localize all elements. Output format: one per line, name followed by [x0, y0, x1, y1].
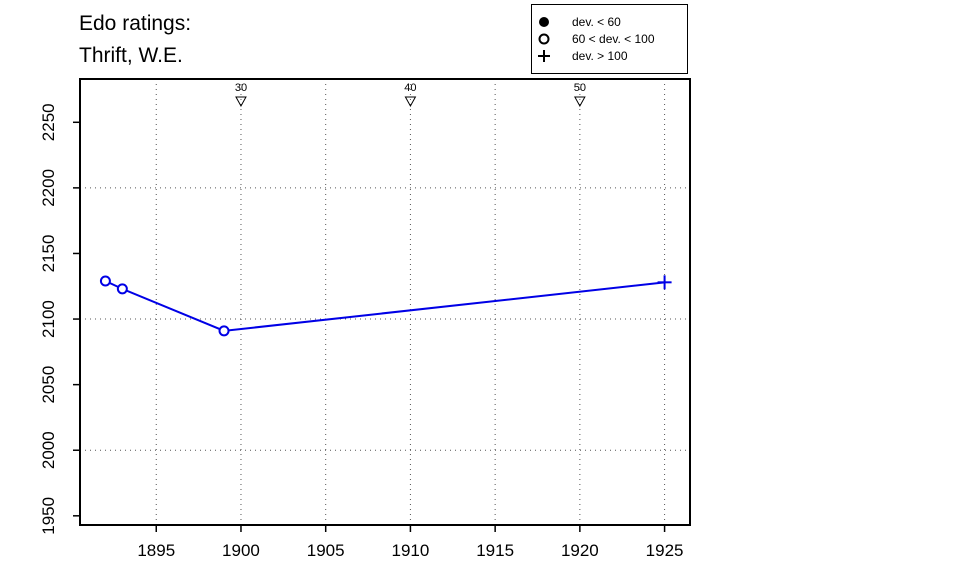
legend-label: dev. > 100	[572, 49, 628, 63]
y-tick-label: 2100	[39, 300, 58, 338]
y-tick-label: 2000	[39, 431, 58, 469]
grid-lines	[80, 79, 690, 525]
series-line	[104, 280, 665, 332]
triangle-down-icon	[235, 96, 247, 108]
x-tick-label: 1925	[646, 541, 684, 560]
series-rating	[99, 275, 672, 337]
x-tick-label: 1910	[392, 541, 430, 560]
data-point-open	[218, 325, 230, 337]
x-tick-label: 1915	[476, 541, 514, 560]
triangle-down-icon	[574, 96, 586, 108]
y-tick-label: 1950	[39, 497, 58, 535]
chart-title: Edo ratings:	[79, 12, 192, 35]
data-point-open	[99, 275, 111, 287]
x-tick-label: 1905	[307, 541, 345, 560]
x-tick-label: 1895	[137, 541, 175, 560]
open-circle-icon	[538, 33, 550, 45]
plot-frame	[79, 78, 691, 526]
x-tick-label: 1900	[222, 541, 260, 560]
y-tick-label: 2200	[39, 169, 58, 207]
chart-title-block: Edo ratings: Thrift, W.E.	[79, 8, 191, 72]
data-point-open	[116, 283, 128, 295]
data-point-plus	[657, 275, 672, 290]
legend-label: dev. < 60	[572, 15, 621, 29]
x-tick-label: 1920	[561, 541, 599, 560]
y-tick-label: 2250	[39, 103, 58, 141]
legend: dev. < 60 60 < dev. < 100 dev. > 100	[531, 4, 688, 74]
game-count-label: 40	[404, 82, 416, 94]
y-tick-label: 2150	[39, 235, 58, 273]
game-count-label: 50	[574, 82, 586, 94]
legend-label: 60 < dev. < 100	[572, 32, 655, 46]
filled-circle-icon	[539, 17, 549, 27]
top-markers: 30 40 50	[235, 82, 586, 108]
game-count-label: 30	[235, 82, 247, 94]
plus-icon	[538, 50, 550, 62]
y-tick-label: 2050	[39, 366, 58, 404]
y-axis: 1950 2000 2050 2100 2150 2200 2250	[39, 103, 80, 535]
triangle-down-icon	[404, 96, 417, 108]
x-axis: 1895 1900 1905 1910 1915 1920 1925	[137, 525, 683, 560]
chart-subtitle: Thrift, W.E.	[79, 44, 183, 67]
